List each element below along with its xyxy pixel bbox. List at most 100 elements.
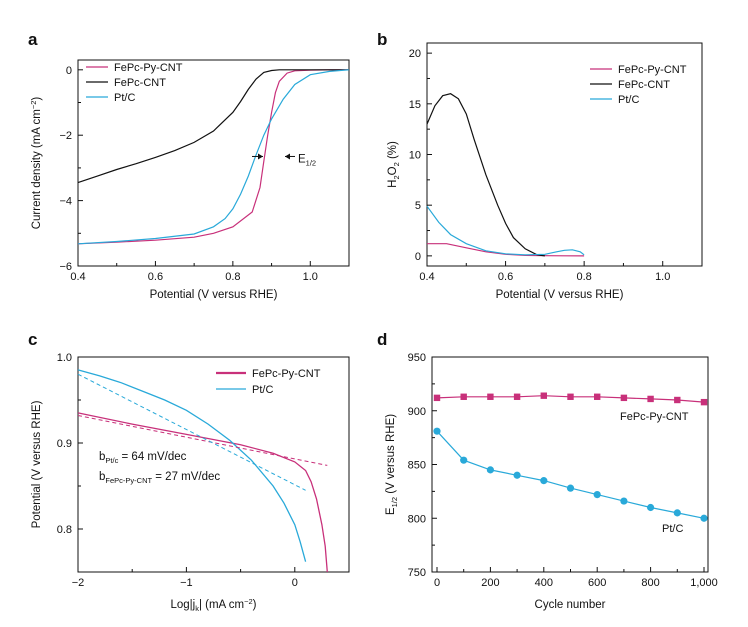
text-segment: b bbox=[99, 451, 105, 463]
panel-b-xtick-label: 1.0 bbox=[655, 271, 670, 283]
panel-a-letter: a bbox=[28, 30, 38, 49]
panel-d-xtick-label: 0 bbox=[434, 577, 440, 589]
panel-d-ytick-label: 800 bbox=[408, 513, 426, 525]
text-segment: 1/2 bbox=[390, 497, 399, 507]
panel-d-ytick-label: 850 bbox=[408, 460, 426, 472]
panel-d-ytick-label: 950 bbox=[408, 352, 426, 364]
panel-a-e-half-label: E1/2 bbox=[298, 153, 316, 167]
panel-c-letter: c bbox=[28, 330, 37, 349]
panel-d-xtick-label: 800 bbox=[641, 577, 659, 589]
text-segment: ) bbox=[31, 97, 43, 101]
panel-a-xtick-label: 0.6 bbox=[148, 271, 163, 283]
text-segment: 2 bbox=[392, 175, 401, 179]
text-segment: = 64 mV/dec bbox=[118, 451, 186, 463]
panel-d-xtick-label: 1,000 bbox=[690, 577, 718, 589]
panel-d-marker-square bbox=[487, 393, 494, 400]
panel-d-marker-square bbox=[433, 394, 441, 402]
panel-d-marker-circle bbox=[673, 509, 681, 517]
text-segment: k bbox=[195, 604, 199, 613]
panel-d-marker-square bbox=[513, 393, 521, 400]
panel-b-ytick-label: 5 bbox=[415, 200, 421, 212]
text-segment: O bbox=[387, 166, 399, 175]
text-segment: (%) bbox=[387, 141, 399, 162]
panel-b-xtick-label: 0.4 bbox=[419, 271, 434, 283]
panel-a-arrowhead-left bbox=[258, 153, 263, 160]
text-segment: E bbox=[385, 507, 397, 515]
panel-d-label-ptc: Pt/C bbox=[662, 523, 683, 535]
text-segment: Current density (mA cm bbox=[31, 109, 43, 229]
panel-b-ytick-label: 0 bbox=[415, 251, 421, 263]
panel-c-xlabel: Log|jk| (mA cm−2) bbox=[170, 597, 256, 613]
panel-d-marker-circle bbox=[700, 514, 708, 522]
panel-b-ylabel: H2O2 (%) bbox=[387, 141, 401, 188]
panel-b-frame bbox=[426, 42, 703, 267]
panel-d-marker-square bbox=[620, 394, 628, 402]
panel-d-marker-circle bbox=[433, 427, 441, 435]
text-segment: Pt/c bbox=[105, 456, 118, 465]
panel-a-legend-label: FePc-CNT bbox=[114, 77, 166, 89]
panel-b: b 0.4 0.6 0.8 1.0 0 5 10 15 20 FePc-Py-CNT FePc-CNT… bbox=[377, 30, 703, 301]
panel-c-fit-line bbox=[77, 373, 306, 491]
text-segment: 2 bbox=[392, 162, 401, 166]
text-segment: Log|j bbox=[170, 599, 195, 611]
panel-d-marker-square bbox=[647, 395, 654, 403]
panel-a-xlabel: Potential (V versus RHE) bbox=[150, 289, 278, 301]
panel-a-xtick-label: 0.4 bbox=[70, 271, 85, 283]
panel-a-ytick-label: −4 bbox=[59, 196, 72, 208]
panel-c-legend-label: FePc-Py-CNT bbox=[252, 368, 321, 380]
panel-d-marker-circle bbox=[647, 503, 655, 512]
panel-d-marker-square bbox=[674, 396, 681, 404]
panel-a-series-line bbox=[77, 69, 349, 245]
panel-a-series-line bbox=[77, 69, 350, 245]
panel-d-ylabel: E1/2 (V versus RHE) bbox=[385, 414, 399, 515]
panel-d-marker-square bbox=[567, 393, 574, 400]
panel-b-ytick-label: 10 bbox=[409, 150, 421, 162]
panel-d-xlabel: Cycle number bbox=[535, 599, 606, 611]
text-segment: | (mA cm bbox=[199, 599, 244, 611]
panel-a: a 0.4 0.6 0.8 1.0 0 −2 −4 −6 FePc-Py-CNT FePc-CNT P… bbox=[28, 30, 350, 301]
panel-b-ytick-label: 15 bbox=[409, 99, 421, 111]
panel-d-marker-circle bbox=[540, 477, 548, 485]
panel-d-label-fepc: FePc-Py-CNT bbox=[620, 411, 689, 423]
panel-b-xtick-label: 0.6 bbox=[498, 271, 513, 283]
panel-b-series-line bbox=[426, 93, 545, 257]
panel-a-ytick-label: 0 bbox=[66, 65, 72, 77]
panel-d-xtick-label: 600 bbox=[588, 577, 606, 589]
panel-a-ytick-label: −2 bbox=[59, 130, 72, 142]
text-segment: (V versus RHE) bbox=[385, 414, 397, 497]
panel-c-legend-label: Pt/C bbox=[252, 384, 273, 396]
panel-d-ytick-label: 900 bbox=[408, 406, 426, 418]
panel-c-fit-line bbox=[77, 415, 328, 466]
text-segment: FePc-Py-CNT bbox=[105, 476, 152, 485]
panel-d: d 0 200 400 600 800 1,000 750 800 850 900 950 FePc-P… bbox=[377, 330, 718, 611]
panel-b-series-line bbox=[426, 205, 585, 256]
panel-d-ytick-label: 750 bbox=[408, 567, 426, 579]
panel-a-xtick-label: 0.8 bbox=[225, 271, 240, 283]
panel-a-arrowhead-right bbox=[285, 153, 290, 160]
panel-d-marker-circle bbox=[486, 466, 494, 474]
text-segment: −2 bbox=[244, 597, 253, 606]
panel-d-letter: d bbox=[377, 330, 387, 349]
text-segment: ) bbox=[253, 599, 257, 611]
text-segment: 1/2 bbox=[306, 158, 316, 167]
panel-c-frame bbox=[77, 356, 350, 573]
panel-d-marker-circle bbox=[566, 484, 575, 492]
panel-d-xtick-label: 200 bbox=[481, 577, 499, 589]
panel-a-ylabel: Current density (mA cm−2) bbox=[29, 97, 43, 230]
panel-b-legend-label: FePc-Py-CNT bbox=[618, 64, 687, 76]
panel-d-marker-square bbox=[460, 393, 467, 400]
panel-c-ytick-label: 0.8 bbox=[57, 524, 72, 536]
panel-b-xlabel: Potential (V versus RHE) bbox=[496, 289, 624, 301]
panel-d-marker-circle bbox=[513, 471, 521, 479]
panel-d-marker-square bbox=[540, 392, 547, 399]
panel-c-ytick-label: 1.0 bbox=[57, 352, 72, 364]
panel-d-xtick-label: 400 bbox=[535, 577, 553, 589]
panel-a-xtick-label: 1.0 bbox=[303, 271, 318, 283]
panel-c-series-line bbox=[77, 369, 307, 562]
panel-b-legend-label: Pt/C bbox=[618, 94, 639, 106]
text-segment: b bbox=[99, 471, 105, 483]
panel-d-marker-circle bbox=[620, 497, 628, 505]
text-segment: = 27 mV/dec bbox=[152, 471, 220, 483]
text-segment: E bbox=[298, 153, 306, 165]
